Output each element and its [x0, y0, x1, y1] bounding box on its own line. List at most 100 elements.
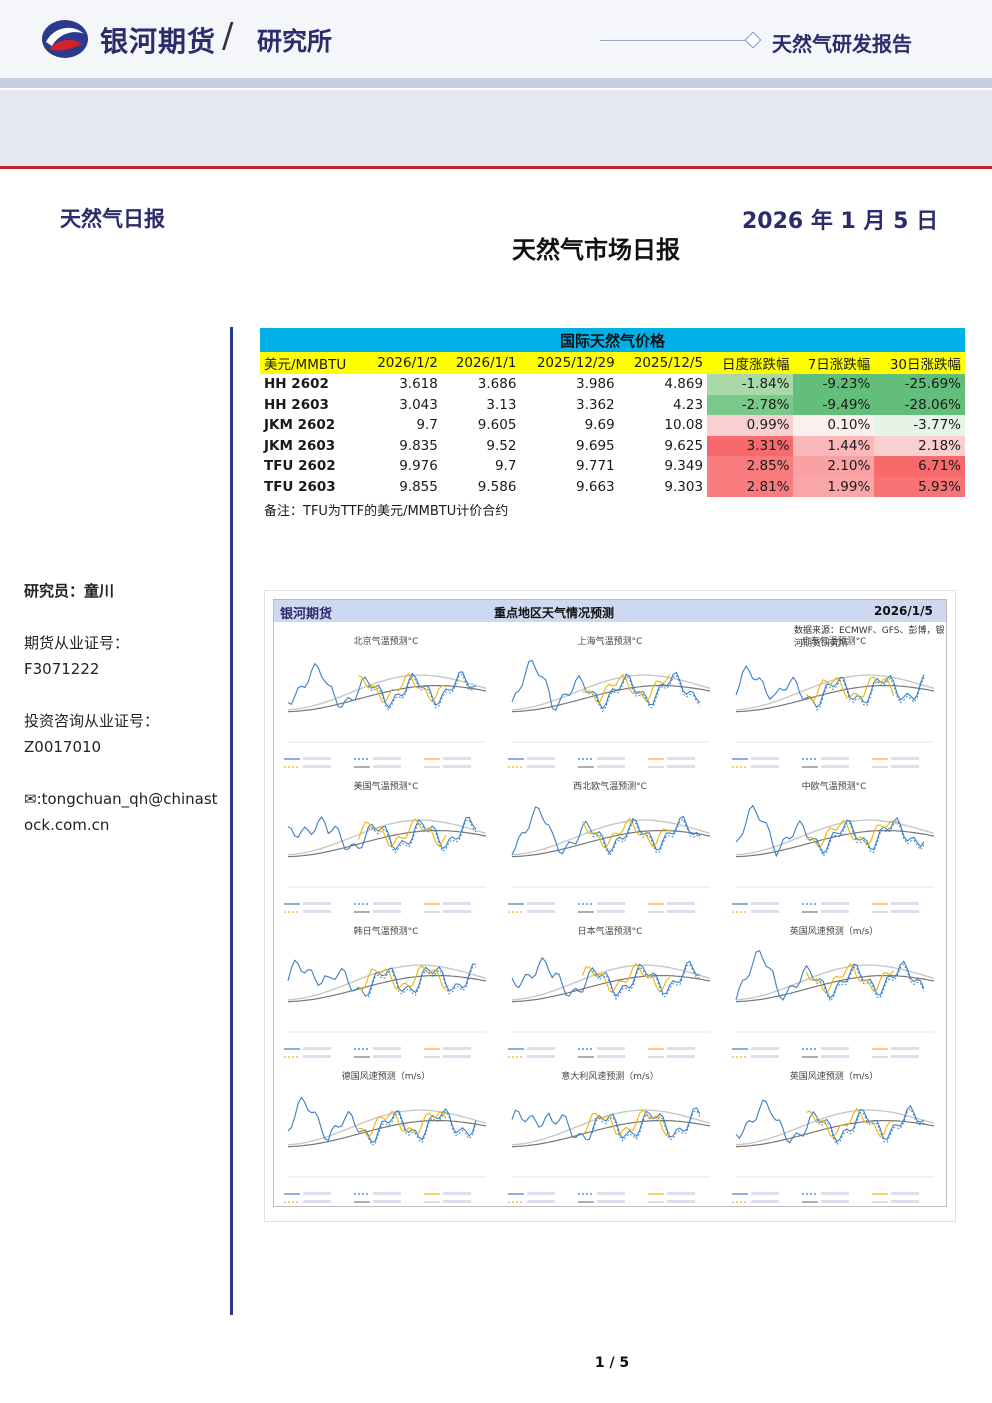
- chart-title: 广东气温预测°C: [802, 635, 867, 647]
- table-header-row: 美元/MMBTU 2026/1/2 2026/1/1 2025/12/29 20…: [260, 352, 965, 374]
- advisory-block: 投资咨询从业证号： Z0017010: [24, 708, 224, 760]
- table-row: HH 2603 3.043 3.13 3.362 4.23 -2.78% -9.49% -28…: [260, 394, 965, 415]
- legend-label-placeholder: [373, 1055, 401, 1058]
- price-cell: 10.08: [664, 417, 704, 434]
- price-cell: 9.7: [416, 417, 438, 434]
- table-note-row: 备注：TFU为TTF的美元/MMBTU计价合约: [260, 497, 965, 520]
- gfs-line: [358, 1110, 447, 1139]
- price-cell: 3.618: [399, 376, 438, 393]
- price-cell: 3.686: [477, 376, 517, 393]
- price-cell: 9.605: [477, 417, 517, 434]
- change-cell: -2.78%: [707, 394, 794, 415]
- legend-label-placeholder: [373, 902, 401, 905]
- weather-date: 2026/1/5: [874, 604, 933, 618]
- price-cell: 9.855: [399, 478, 438, 495]
- change-cell: 2.18%: [874, 435, 965, 456]
- legend-label-placeholder: [891, 1047, 919, 1050]
- price-cell: 4.23: [673, 396, 704, 413]
- price-cell: 9.69: [584, 417, 615, 434]
- legend-label-placeholder: [891, 1055, 919, 1058]
- license-block: 期货从业证号： F3071222: [24, 630, 224, 682]
- ecmwf-line: [287, 662, 477, 709]
- weather-frame: 银河期货 重点地区天气情况预测 2026/1/5 数据来源：ECMWF、GFS、…: [273, 599, 947, 1207]
- weather-chart: 韩日气温预测°C: [284, 925, 487, 1058]
- legend-label-placeholder: [373, 1047, 401, 1050]
- chart-title: 意大利风速预测（m/s）: [561, 1070, 659, 1082]
- change-cell: -25.69%: [874, 374, 965, 395]
- legend-label-placeholder: [597, 1047, 625, 1050]
- ecmwf-line: [287, 1096, 477, 1144]
- legend-label-placeholder: [821, 910, 849, 913]
- change-cell: 2.81%: [707, 476, 794, 497]
- price-cell: 9.303: [664, 478, 704, 495]
- ecmwf-ensemble-line: [368, 966, 476, 998]
- price-cell: 9.663: [576, 478, 615, 495]
- legend-label-placeholder: [751, 1047, 779, 1050]
- price-cell: 9.976: [399, 458, 438, 475]
- avg10-line: [735, 685, 935, 713]
- gfs-line: [581, 962, 671, 993]
- price-cell: 3.043: [399, 396, 438, 413]
- avg10-line: [511, 1120, 711, 1148]
- weather-logo: 银河期货: [280, 607, 333, 622]
- weather-chart: 上海气温预测°C: [508, 635, 711, 768]
- gfs-line: [582, 673, 671, 704]
- legend-label-placeholder: [443, 765, 471, 768]
- legend-label-placeholder: [303, 1047, 331, 1050]
- price-cell: 9.835: [399, 437, 438, 454]
- header-cell: 日度涨跌幅: [707, 352, 794, 374]
- weather-chart: 日本气温预测°C: [508, 925, 711, 1058]
- weather-source: 数据来源：ECMWF、GFS、彭博，银河期货研究所: [794, 626, 945, 649]
- legend-label-placeholder: [821, 902, 849, 905]
- legend-label-placeholder: [891, 757, 919, 760]
- legend-label-placeholder: [751, 1192, 779, 1195]
- weather-header: 银河期货 重点地区天气情况预测 2026/1/5: [274, 600, 946, 622]
- legend-label-placeholder: [443, 1047, 471, 1050]
- legend-label-placeholder: [597, 1192, 625, 1195]
- legend-label-placeholder: [443, 757, 471, 760]
- ecmwf-ensemble-line: [592, 818, 701, 857]
- legend-label-placeholder: [821, 1200, 849, 1203]
- header-slash: /: [222, 16, 234, 56]
- legend-label-placeholder: [751, 902, 779, 905]
- change-cell: -1.84%: [707, 374, 794, 395]
- legend-label-placeholder: [443, 910, 471, 913]
- header-cell: 7日涨跌幅: [793, 352, 875, 374]
- analyst-email[interactable]: ✉:tongchuan_qh@chinastock.com.cn: [24, 790, 218, 834]
- legend-label-placeholder: [303, 1192, 331, 1195]
- price-cell: 3.362: [576, 396, 615, 413]
- legend-label-placeholder: [597, 1200, 625, 1203]
- brand-name: 银河期货: [100, 25, 217, 58]
- legend-label-placeholder: [667, 902, 695, 905]
- avg30-line: [735, 1109, 935, 1146]
- legend-label-placeholder: [891, 910, 919, 913]
- gfs-line: [582, 1109, 671, 1137]
- gfs-line: [582, 817, 670, 849]
- legend-label-placeholder: [667, 910, 695, 913]
- analyst-sidebar: 研究员：童川 期货从业证号： F3071222 投资咨询从业证号： Z00170…: [24, 578, 224, 864]
- change-cell: 1.99%: [793, 476, 875, 497]
- avg30-line: [287, 1109, 487, 1146]
- gfs-line: [806, 676, 895, 703]
- weather-chart: 北京气温预测°C: [284, 635, 487, 768]
- gfs-line: [358, 965, 447, 992]
- price-cell: 9.349: [664, 458, 704, 475]
- legend-label-placeholder: [751, 1055, 779, 1058]
- license-number: F3071222: [24, 660, 100, 678]
- gas-price-table: 国际天然气价格 美元/MMBTU 2026/1/2 2026/1/1 2025/…: [260, 328, 965, 520]
- chart-title: 中欧气温预测°C: [802, 780, 867, 792]
- change-cell: 1.44%: [793, 435, 875, 456]
- legend-label-placeholder: [373, 1192, 401, 1195]
- ecmwf-line: [735, 949, 925, 1001]
- chart-title: 北京气温预测°C: [354, 635, 419, 647]
- legend-label-placeholder: [443, 1055, 471, 1058]
- gfs-line: [806, 1107, 894, 1139]
- legend-label-placeholder: [891, 1200, 919, 1203]
- legend-label-placeholder: [303, 757, 331, 760]
- table-row: JKM 2602 9.7 9.605 9.69 10.08 0.99% 0.10% -3.77…: [260, 415, 965, 436]
- legend-label-placeholder: [821, 1047, 849, 1050]
- legend-label-placeholder: [891, 1192, 919, 1195]
- legend-label-placeholder: [303, 1200, 331, 1203]
- ecmwf-line: [287, 816, 477, 851]
- legend-label-placeholder: [597, 1055, 625, 1058]
